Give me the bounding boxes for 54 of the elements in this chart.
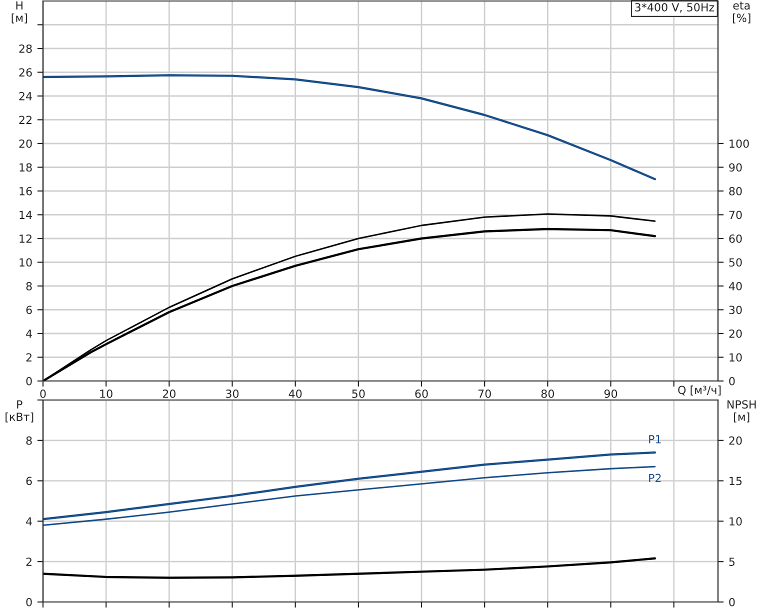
y2-tick-label: 20 [729,329,742,338]
y-tick-label: 0 [26,598,32,606]
y2-tick-label: 10 [730,353,742,362]
y-tick-label: 14 [20,210,32,219]
y-tick-label: 26 [19,68,32,77]
y-tick-label: 8 [26,282,32,290]
y-tick-label: 4 [26,517,32,526]
y2-tick-label: 100 [730,139,749,148]
x-tick-label: 70 [478,390,491,398]
series-label: P1 [649,435,661,444]
y2-tick-label: 0 [729,598,735,606]
y2-tick-label: 10 [730,517,742,526]
x-tick-label: 20 [162,390,176,398]
y2-axis-title: NPSH [м] [728,400,756,422]
y-tick-label: 0 [26,376,32,386]
y-axis-title: P [кВт] [6,400,34,422]
y-tick-label: 20 [19,139,32,148]
x-tick-label: 50 [352,390,365,398]
y-tick-label: 18 [20,163,32,172]
y-tick-label: 4 [26,330,32,338]
y2-tick-label: 30 [729,306,742,314]
y2-tick-label: 90 [729,163,742,172]
y-axis-title: H [м] [12,1,27,24]
y-tick-label: 16 [20,186,32,196]
y2-tick-label: 15 [730,476,742,486]
series-label: P2 [649,474,661,482]
y2-tick-label: 0 [729,376,735,386]
y-tick-label: 22 [19,116,32,124]
y-tick-label: 24 [19,92,32,100]
x-tick-label: 90 [604,390,618,398]
x-tick-label: 80 [541,390,554,398]
y-tick-label: 8 [26,436,32,445]
y2-tick-label: 5 [729,558,735,566]
x-tick-label: 40 [288,390,302,398]
annotation: 3*400 V, 50Hz [635,3,714,13]
y-tick-label: 2 [26,353,32,362]
y-tick-label: 6 [26,476,32,486]
y2-tick-label: 20 [729,436,742,445]
y-tick-label: 2 [26,558,32,566]
y2-tick-label: 60 [729,234,742,243]
x-tick-label: 0 [40,390,46,398]
x-tick-label: 60 [415,390,428,398]
y2-tick-label: 80 [729,186,742,196]
y2-tick-label: 50 [729,258,742,267]
y2-tick-label: 70 [729,210,742,220]
y2-tick-label: 40 [728,282,742,290]
y2-axis-title: eta [%] [732,2,750,24]
y-tick-label: 28 [19,44,32,53]
x-tick-label: 10 [100,390,112,398]
y-tick-label: 10 [20,258,32,267]
y-tick-label: 6 [26,306,32,314]
y-tick-label: 12 [20,234,32,243]
x-axis-title: Q [м³/ч] [678,386,721,396]
x-tick-label: 30 [226,390,239,398]
